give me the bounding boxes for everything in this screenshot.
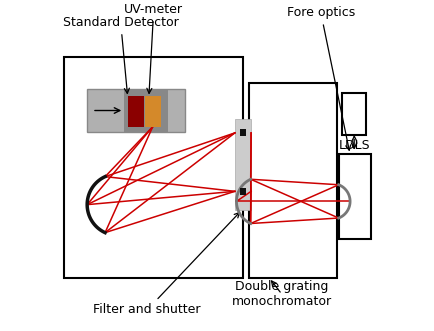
Bar [342,93,366,135]
Text: Double grating
monochromator: Double grating monochromator [232,280,332,308]
Bar [240,129,246,136]
Bar [339,154,371,239]
Text: Standard Detector: Standard Detector [63,16,178,93]
Text: LDLS: LDLS [339,136,370,153]
Bar [64,57,243,278]
Text: Filter and shutter: Filter and shutter [93,213,240,316]
Bar [128,96,144,127]
Bar [125,89,168,132]
Text: UV-meter: UV-meter [124,3,183,93]
Bar [240,188,246,195]
Bar [235,118,251,210]
Text: Fore optics: Fore optics [287,6,355,150]
Bar [250,83,337,278]
Bar [87,89,184,132]
Bar [145,96,161,127]
